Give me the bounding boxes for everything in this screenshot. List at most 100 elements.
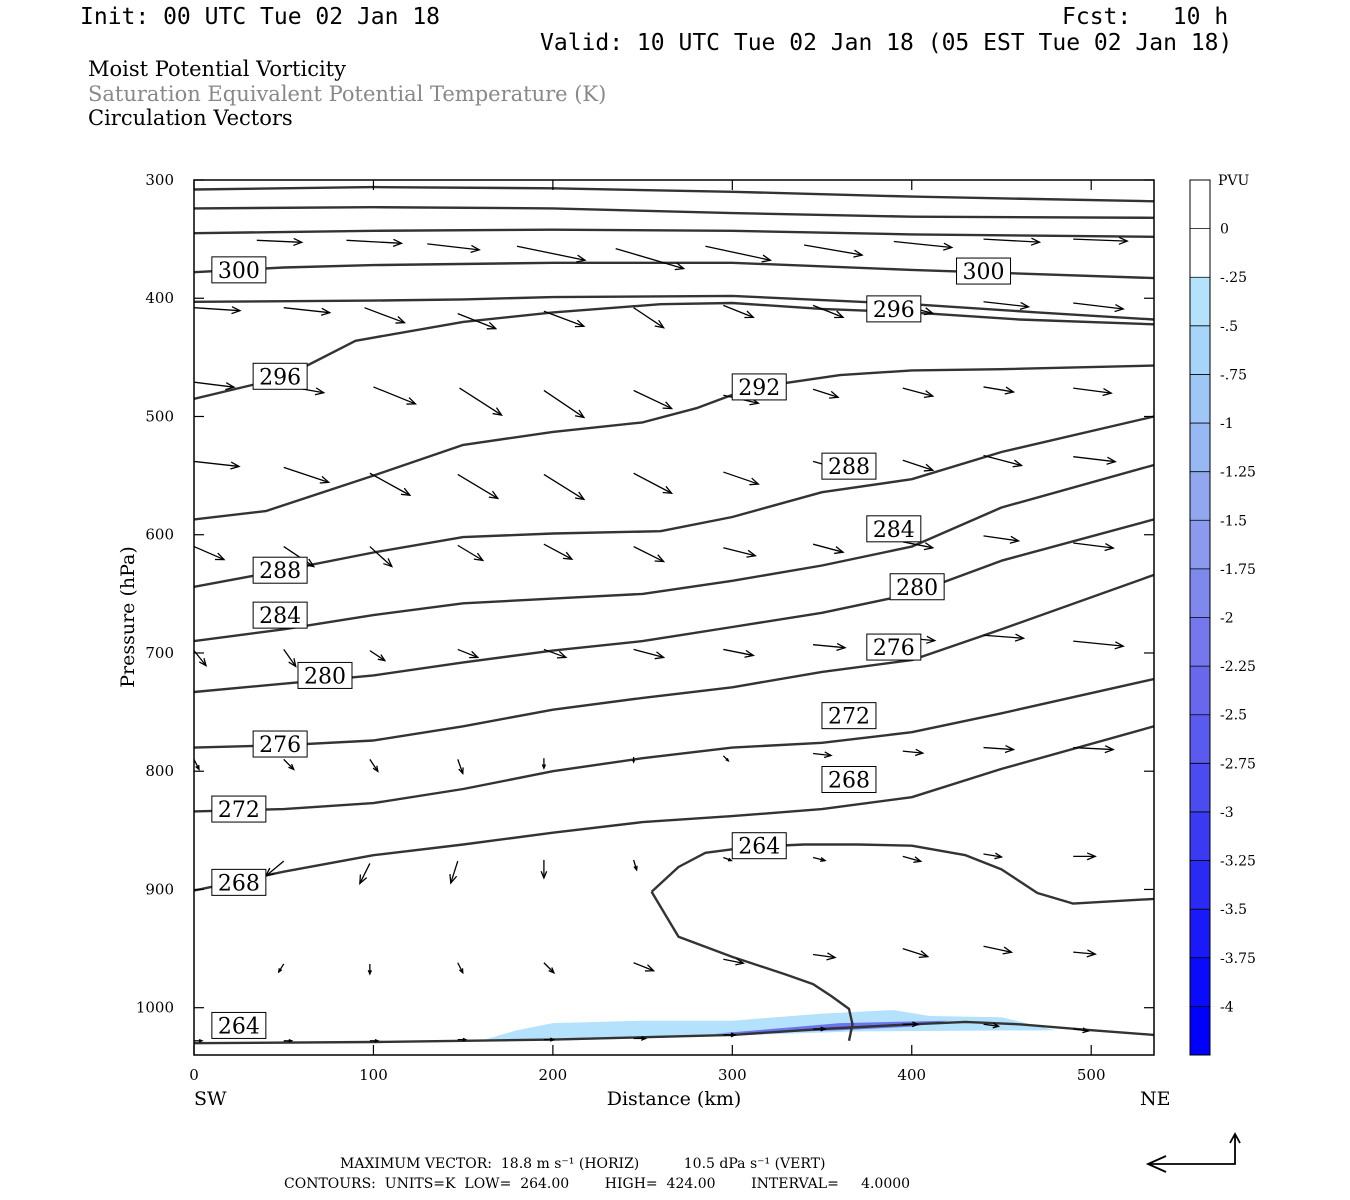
contour-label: 276 — [873, 636, 915, 661]
circulation-vector — [983, 237, 1042, 246]
x-tick-label: 500 — [1077, 1066, 1106, 1084]
circulation-vector — [812, 543, 845, 555]
circulation-vector — [632, 757, 636, 764]
title-mpv: Moist Potential Vorticity — [88, 57, 346, 81]
contour-label: 276 — [259, 733, 301, 758]
contour-label: 284 — [259, 604, 301, 629]
contour-line-300 — [194, 228, 1154, 238]
contour-label-box — [821, 702, 877, 730]
colorbar-label: -1.25 — [1220, 465, 1256, 481]
circulation-vector — [812, 304, 845, 319]
contour-info-note: CONTOURS: UNITS=K LOW= 264.00 HIGH= 424.… — [284, 1176, 911, 1192]
circulation-vector — [194, 460, 241, 470]
circulation-vector — [633, 389, 674, 410]
contour-label-box — [866, 515, 922, 543]
circulation-vector — [633, 648, 666, 660]
x-tick-label: 400 — [897, 1066, 926, 1084]
colorbar-swatch — [1190, 180, 1210, 229]
circulation-vector — [543, 648, 568, 659]
contour-label-box — [252, 730, 308, 758]
circulation-vector — [543, 1037, 556, 1042]
colorbar-swatch — [1190, 617, 1210, 667]
colorbar-swatch — [1190, 325, 1210, 375]
circulation-vector — [457, 648, 480, 659]
contour-line-300 — [194, 205, 1154, 219]
circulation-vector — [449, 860, 459, 885]
plot-frame — [193, 179, 1155, 1056]
contour-line-272 — [194, 677, 1154, 813]
circulation-vector — [194, 306, 242, 315]
circulation-vector — [1073, 236, 1129, 245]
circulation-vector — [1073, 640, 1125, 650]
circulation-vector — [277, 963, 285, 974]
circulation-vector — [902, 947, 930, 959]
title-theta-es: Saturation Equivalent Potential Temperat… — [88, 82, 607, 106]
forecast-hour-label: Fcst: 10 h — [1062, 4, 1229, 30]
contour-line-288 — [194, 415, 1154, 588]
circulation-vector — [543, 962, 556, 974]
contour-label-box — [252, 601, 308, 629]
circulation-vector — [803, 244, 864, 258]
circulation-vector — [283, 466, 331, 484]
contour-label: 288 — [259, 559, 301, 584]
colorbar-label: -2.5 — [1220, 708, 1247, 724]
y-tick-label: 800 — [145, 762, 174, 780]
y-tick-label: 700 — [145, 644, 174, 662]
colorbar-swatch — [1190, 471, 1210, 521]
circulation-vector — [194, 381, 236, 391]
y-tick-label: 1000 — [136, 999, 174, 1017]
contour-label-box — [252, 556, 308, 584]
circulation-vector — [902, 459, 935, 472]
contour-label-box — [889, 573, 945, 601]
contour-label: 264 — [218, 1014, 260, 1039]
circulation-vector — [369, 650, 387, 662]
colorbar-swatch — [1190, 1006, 1210, 1055]
circulation-vector — [633, 859, 638, 872]
circulation-vector — [633, 307, 666, 329]
contour-label: 288 — [828, 455, 870, 480]
circulation-vector — [812, 856, 827, 862]
circulation-vector — [457, 313, 498, 330]
colorbar-label: -3 — [1220, 805, 1234, 821]
circulation-vector — [543, 543, 574, 560]
circulation-vector — [983, 633, 1026, 642]
mpv-fill-light — [481, 1010, 1056, 1041]
circulation-vector — [283, 649, 297, 668]
contour-line-264 — [650, 843, 1154, 905]
contour-line-292 — [194, 364, 1154, 521]
ne-end-label: NE — [1140, 1088, 1171, 1110]
circulation-vector — [1073, 542, 1115, 552]
colorbar-swatch — [1190, 860, 1210, 910]
circulation-vector — [1073, 745, 1115, 754]
colorbar-label: -1.75 — [1220, 562, 1256, 578]
circulation-vector — [516, 245, 587, 263]
circulation-vector — [543, 473, 586, 501]
contour-label-box — [297, 661, 353, 689]
circulation-vector — [194, 545, 226, 561]
y-tick-label: 900 — [145, 880, 174, 898]
colorbar-swatch — [1190, 520, 1210, 569]
contour-label: 268 — [828, 768, 870, 793]
reference-vector-icon — [1145, 1132, 1241, 1173]
colorbar-label: -.75 — [1220, 367, 1247, 383]
circulation-vector — [902, 1021, 920, 1028]
x-tick-label: 100 — [359, 1066, 388, 1084]
circulation-vector — [346, 238, 404, 247]
colorbar-swatch — [1190, 957, 1210, 1007]
circulation-vector — [540, 859, 548, 880]
contour-label-box — [866, 633, 922, 661]
circulation-vector — [723, 648, 755, 658]
colorbar-swatch — [1190, 228, 1210, 278]
contour-label-box — [731, 373, 787, 401]
mpv-fill-dark — [714, 1020, 948, 1034]
circulation-vector — [543, 389, 586, 419]
contour-line-300 — [194, 185, 1154, 203]
x-tick-label: 300 — [718, 1066, 747, 1084]
colorbar-swatch — [1190, 568, 1210, 618]
circulation-vector — [893, 240, 954, 251]
circulation-vector — [367, 963, 373, 976]
circulation-vector — [1073, 456, 1117, 465]
contour-label-box — [252, 362, 308, 390]
valid-time-label: Valid: 10 UTC Tue 02 Jan 18 (05 EST Tue … — [540, 30, 1233, 56]
